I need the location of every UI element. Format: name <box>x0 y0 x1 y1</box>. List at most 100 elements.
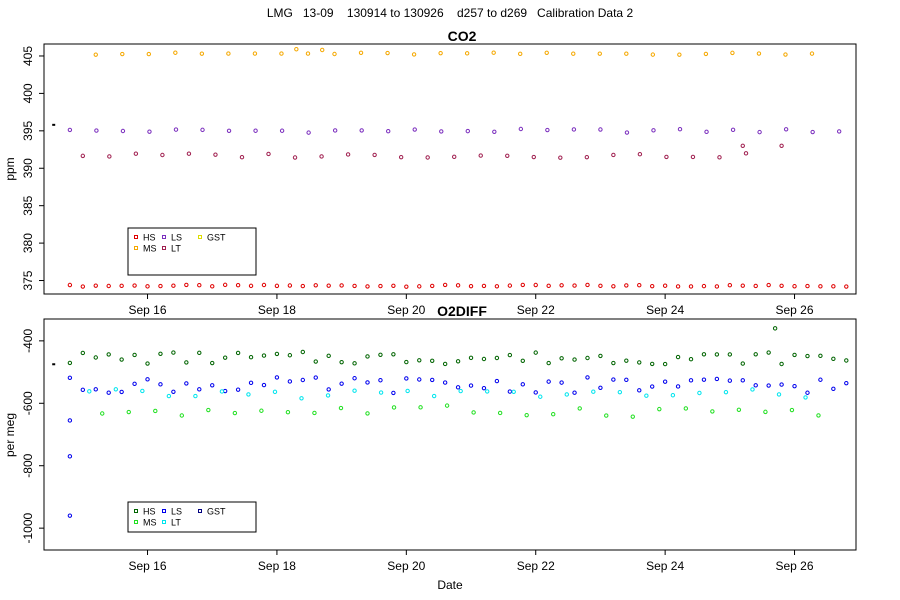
o2diff-point-ls <box>585 375 590 380</box>
co2-point-ls <box>677 127 683 132</box>
o2diff-legend-box <box>127 501 257 533</box>
o2diff-x-tick-label: Sep 26 <box>776 559 814 573</box>
co2-point-hs <box>714 284 720 289</box>
co2-point-ls <box>836 129 842 134</box>
o2diff-point-lt <box>617 389 623 395</box>
o2diff-point-hs <box>67 360 73 366</box>
o2diff-point-ls <box>546 379 551 384</box>
co2-y-tick-label: 400 <box>21 83 35 103</box>
o2diff-chart: O2DIFF per meg -400 -600 -800 -1000 Sep 16 Se… <box>3 303 857 573</box>
o2diff-point-hs <box>313 359 318 364</box>
o2diff-point-ms <box>657 406 662 412</box>
o2diff-point-ls <box>80 387 86 393</box>
co2-point-lt <box>505 153 510 158</box>
o2diff-legend-swatch <box>134 509 138 513</box>
co2-point-ls <box>412 127 417 132</box>
o2diff-point-ls <box>378 378 383 383</box>
o2diff-point-hs <box>442 361 448 367</box>
co2-y-tick-label: 405 <box>21 46 35 66</box>
o2diff-point-hs <box>662 361 668 367</box>
co2-point-hs <box>779 283 784 289</box>
o2diff-legend-swatch <box>198 509 202 513</box>
co2-plot-frame <box>43 43 857 295</box>
co2-point-hs <box>818 284 823 289</box>
co2-point-hs <box>352 283 357 289</box>
co2-point-ms <box>332 51 337 57</box>
co2-point-ls <box>279 128 285 133</box>
co2-point-hs <box>158 283 163 289</box>
co2-point-hs <box>326 283 331 288</box>
co2-point-ms <box>279 51 284 56</box>
co2-point-hs <box>675 284 681 289</box>
o2diff-point-hs <box>675 354 681 360</box>
co2-point-hs <box>624 283 629 288</box>
o2diff-legend-label: LT <box>171 518 181 528</box>
co2-point-lt <box>531 154 536 160</box>
co2-point-hs <box>831 284 836 289</box>
o2diff-point-lt <box>272 389 278 395</box>
co2-point-ls <box>386 128 391 134</box>
co2-point-ls <box>359 128 364 133</box>
co2-point-ms <box>305 51 311 56</box>
o2diff-point-ls <box>339 381 344 386</box>
co2-y-tick-label: 380 <box>21 233 35 253</box>
o2diff-point-lt <box>564 392 569 397</box>
co2-y-tick-label: 390 <box>21 158 35 178</box>
o2diff-point-ms <box>179 413 185 418</box>
o2diff-point-ms <box>471 410 476 415</box>
o2diff-point-hs <box>520 358 525 364</box>
o2diff-point-hs <box>132 352 137 358</box>
o2diff-point-ls <box>818 377 823 382</box>
figure-title: LMG 13-09 130914 to 130926 d257 to d269 … <box>266 6 634 20</box>
o2diff-point-lt <box>511 389 516 394</box>
co2-point-hs <box>598 283 603 289</box>
co2-point-hs <box>753 283 758 289</box>
o2diff-point-hs <box>701 352 707 357</box>
o2diff-point-ls <box>132 381 137 387</box>
o2diff-point-lt <box>166 393 172 399</box>
o2diff-point-ls <box>67 513 73 518</box>
co2-x-tick-label: Sep 16 <box>128 303 166 317</box>
o2diff-point-ls <box>714 376 720 382</box>
co2-point-lt <box>107 154 112 159</box>
o2diff-point-ms <box>391 405 397 410</box>
o2diff-point-ls <box>455 385 461 390</box>
co2-point-hs <box>688 284 694 289</box>
o2diff-point-ms <box>126 409 131 415</box>
o2diff-point-ls <box>637 388 642 393</box>
o2diff-point-ms <box>497 410 503 416</box>
o2diff-point-ms <box>232 410 238 416</box>
o2diff-point-ms <box>710 409 715 414</box>
o2diff-point-hs <box>624 358 629 363</box>
o2diff-legend-label: HS <box>143 507 156 517</box>
co2-point-ls <box>624 130 630 135</box>
co2-legend-swatch <box>134 246 138 250</box>
o2diff-point-hs <box>300 349 306 355</box>
o2diff-point-hs <box>611 360 616 366</box>
co2-point-ls <box>439 129 444 134</box>
o2diff-point-ls <box>184 381 189 386</box>
o2diff-point-hs <box>378 352 383 357</box>
co2-point-lt <box>558 155 563 160</box>
co2-point-hs <box>727 283 733 288</box>
co2-point-hs <box>662 283 668 288</box>
co2-point-ms <box>385 50 390 56</box>
co2-point-hs <box>80 284 86 289</box>
co2-point-lt <box>584 154 590 160</box>
co2-point-hs <box>533 282 538 288</box>
co2-point-ms <box>146 51 152 57</box>
co2-point-ls <box>332 128 338 133</box>
o2diff-point-lt <box>591 389 596 394</box>
co2-y-tick-label: 395 <box>21 120 35 140</box>
o2diff-point-ls <box>753 383 758 388</box>
o2diff-y-tick-label: -1000 <box>21 512 35 543</box>
co2-point-lt <box>372 152 377 158</box>
o2diff-point-ls <box>430 377 435 383</box>
co2-point-lt <box>186 151 192 156</box>
co2-point-ls <box>67 127 73 133</box>
co2-point-ls <box>147 129 152 134</box>
o2diff-point-hs <box>779 361 784 367</box>
o2diff-point-lt <box>803 395 808 400</box>
co2-point-ls <box>200 127 205 133</box>
